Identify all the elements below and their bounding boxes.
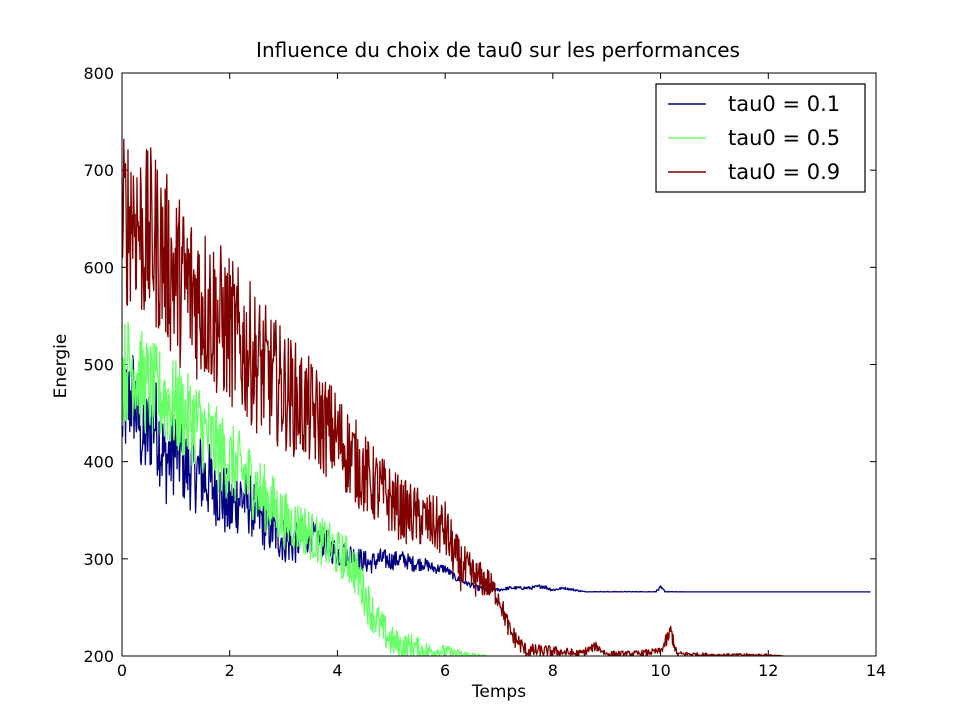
x-tick-label: 6 (440, 661, 450, 680)
y-tick-label: 300 (83, 550, 114, 569)
chart-title: Influence du choix de tau0 sur les perfo… (256, 38, 740, 62)
series-line-1 (122, 321, 489, 656)
x-tick-labels: 0 2 4 6 8 10 12 14 (117, 661, 886, 680)
y-axis-label: Energie (51, 334, 71, 399)
y-tick-label: 600 (83, 258, 114, 277)
series-group (122, 138, 871, 656)
x-tick-label: 4 (332, 661, 342, 680)
x-tick-label: 10 (650, 661, 670, 680)
y-tick-label: 500 (83, 356, 114, 375)
legend-label-1: tau0 = 0.5 (728, 126, 840, 150)
x-tick-label: 0 (117, 661, 127, 680)
x-tick-label: 12 (758, 661, 778, 680)
legend-label-2: tau0 = 0.9 (728, 160, 840, 184)
plot-frame (121, 72, 877, 657)
x-tick-label: 14 (866, 661, 886, 680)
series-line-2 (122, 138, 785, 656)
y-tick-label: 700 (83, 161, 114, 180)
y-tick-label: 200 (83, 647, 114, 666)
x-axis-label: Temps (471, 682, 526, 702)
x-tick-label: 2 (225, 661, 235, 680)
x-tick-label: 8 (548, 661, 558, 680)
series-line-0 (122, 355, 871, 593)
y-tick-label: 800 (83, 64, 114, 83)
y-tick-labels: 200 300 400 500 600 700 800 (83, 64, 114, 666)
y-tick-label: 400 (83, 453, 114, 472)
legend: tau0 = 0.1 tau0 = 0.5 tau0 = 0.9 (655, 83, 866, 193)
legend-label-0: tau0 = 0.1 (728, 92, 840, 116)
